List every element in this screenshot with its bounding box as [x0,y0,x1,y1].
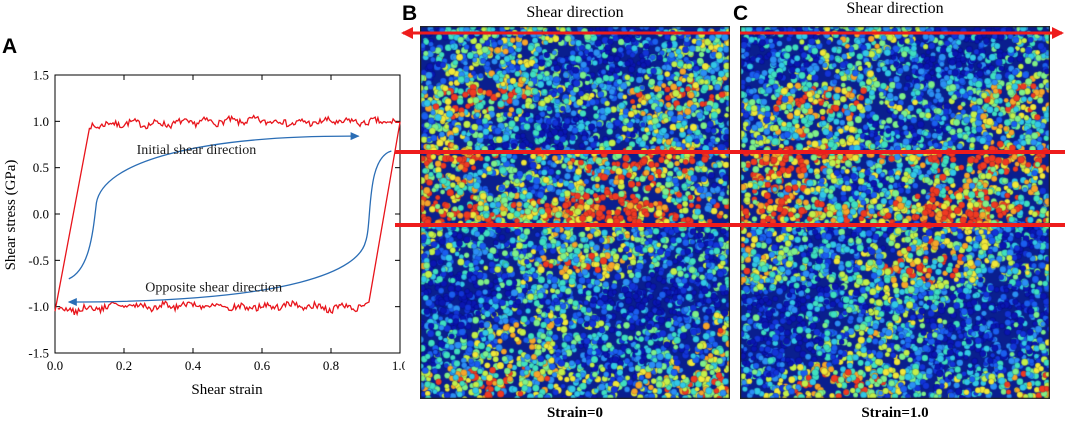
panel-c-label: C [733,2,749,25]
y-tick-label: 0.0 [33,207,49,222]
annotation-opposite: Opposite shear direction [145,280,282,295]
stress-strain-chart: 0.0 0.2 0.4 0.6 0.8 1.0 1.5 1.0 0.5 0.0 -0.5 -1.0 -1… [3,68,405,399]
opposite-direction-arrow [67,150,392,307]
simulation-snapshot-strain-0 [420,26,730,399]
x-tick-label: 0.4 [185,358,202,373]
panel-c-caption: Strain=1.0 [861,405,929,421]
x-tick-label: 0.0 [47,358,63,373]
panel-c-overlay [732,27,1065,227]
simulation-snapshot-strain-1 [740,26,1050,399]
y-tick-label: -0.5 [28,253,49,268]
panel-b-caption: Strain=0 [546,405,604,421]
y-tick-label: -1.5 [28,346,49,361]
y-tick-label: 0.5 [33,160,49,175]
y-tick-label: 1.5 [33,68,49,83]
y-tick-label: -1.0 [28,299,49,314]
initial-direction-arrow [68,132,360,280]
annotation-initial: Initial shear direction [137,143,257,158]
stress-strain-loop [54,114,401,317]
x-tick-label: 0.6 [254,358,271,373]
panel-a-label: A [2,35,18,58]
x-tick-label: 1.0 [392,358,405,373]
y-axis-label: Shear stress (GPa) [3,160,19,271]
panel-c-title: Shear direction [846,0,944,17]
panel-b-overlay [395,27,738,227]
x-tick-label: 0.8 [323,358,339,373]
y-tick-label: 1.0 [33,114,49,129]
x-tick-label: 0.2 [116,358,132,373]
panel-b-title: Shear direction [526,4,624,21]
x-axis-label: Shear strain [191,382,263,398]
plot-frame [54,74,401,354]
panel-b-label: B [402,2,418,25]
